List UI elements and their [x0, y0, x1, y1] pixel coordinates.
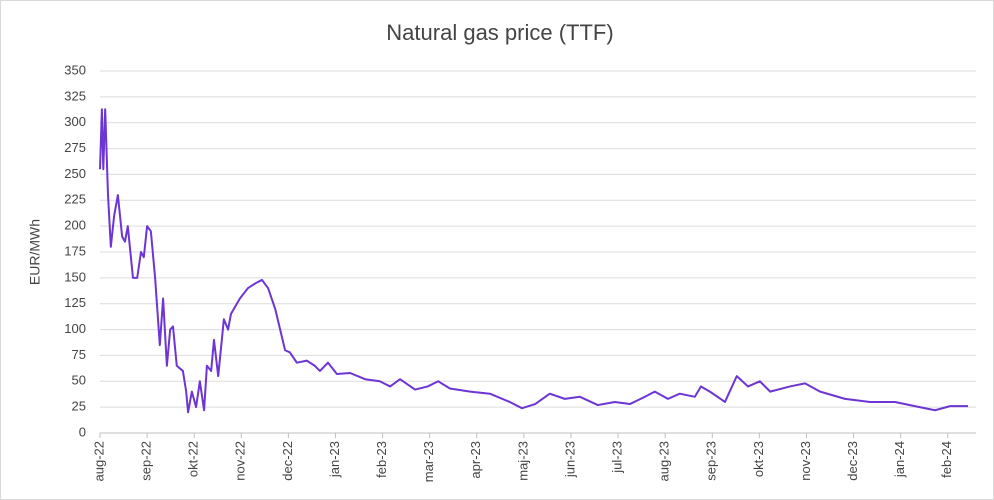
x-tick-label: dec-22	[280, 441, 295, 481]
x-tick-label: jul-23	[610, 441, 625, 474]
x-tick-label: jan-23	[327, 441, 342, 478]
x-tick-label: nov-22	[233, 441, 248, 481]
y-tick-label: 25	[72, 399, 86, 414]
y-tick-label: 150	[64, 269, 86, 284]
x-tick-label: feb-23	[374, 441, 389, 478]
y-tick-label: 300	[64, 114, 86, 129]
y-tick-label: 125	[64, 295, 86, 310]
x-tick-label: jan-24	[892, 441, 907, 478]
x-tick-label: okt-23	[751, 441, 766, 477]
y-tick-label: 0	[79, 424, 86, 439]
y-axis-label: EUR/MWh	[27, 219, 43, 285]
y-tick-label: 225	[64, 192, 86, 207]
y-tick-label: 175	[64, 243, 86, 258]
chart-title: Natural gas price (TTF)	[386, 20, 613, 45]
x-tick-label: sep-23	[704, 441, 719, 481]
x-tick-label: maj-23	[515, 441, 530, 481]
price-line	[99, 108, 968, 414]
x-tick-label: nov-23	[798, 441, 813, 481]
y-tick-label: 325	[64, 88, 86, 103]
x-tick-label: sep-22	[139, 441, 154, 481]
x-tick-label: dec-23	[845, 441, 860, 481]
x-tick-label: okt-22	[186, 441, 201, 477]
x-tick-label: feb-24	[939, 441, 954, 478]
x-tick-label: aug-22	[91, 441, 106, 481]
y-tick-label: 250	[64, 166, 86, 181]
y-tick-label: 350	[64, 62, 86, 77]
x-tick-label: jun-23	[562, 441, 577, 478]
y-tick-label: 200	[64, 218, 86, 233]
y-tick-label: 100	[64, 321, 86, 336]
x-tick-label: mar-23	[421, 441, 436, 482]
y-tick-label: 75	[72, 347, 86, 362]
x-tick-label: apr-23	[468, 441, 483, 479]
y-tick-label: 50	[72, 373, 86, 388]
y-tick-label: 275	[64, 140, 86, 155]
x-tick-label: aug-23	[657, 441, 672, 481]
